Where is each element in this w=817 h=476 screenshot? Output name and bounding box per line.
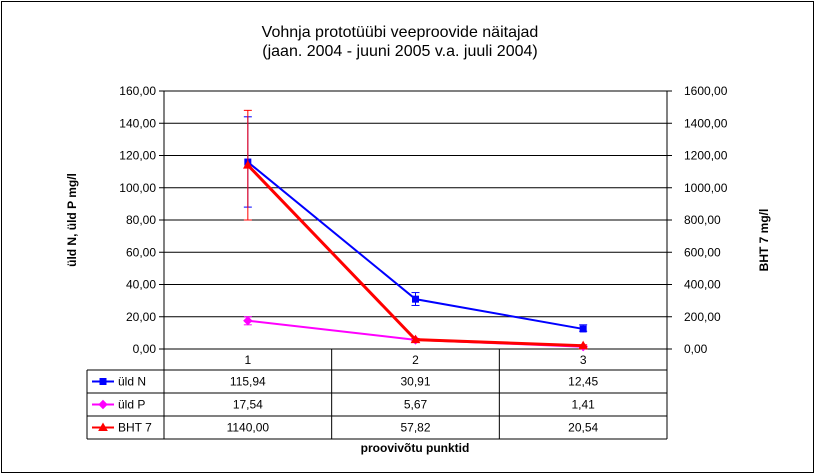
y-tick-label: 140,00 (119, 116, 156, 130)
data-point (412, 295, 419, 303)
legend-series-name: BHT 7 (118, 421, 152, 435)
x-tick-label: 2 (412, 353, 419, 367)
y-tick-label: 20,00 (126, 310, 156, 324)
plot-area: 0,00 0,00 20,00 200,00 40,00 400,00 60,00 600,0… (119, 84, 727, 356)
data-point (242, 160, 253, 169)
table-value: 12,45 (568, 375, 598, 389)
legend-series-name: üld N (118, 375, 146, 389)
chart-title: Vohnja prototüübi veeproovide näitajad (262, 24, 539, 41)
table-value: 30,91 (400, 375, 430, 389)
data-point (410, 334, 421, 344)
chart-subtitle: (jaan. 2004 - juuni 2005 v.a. juuli 2004… (262, 43, 537, 60)
data-point (578, 340, 589, 350)
y2-tick-label: 1200,00 (684, 149, 728, 163)
y2-tick-label: 0,00 (684, 342, 708, 356)
y-tick-label: 0,00 (133, 342, 157, 356)
y2-tick-label: 1000,00 (684, 181, 728, 195)
y-tick-label: 80,00 (126, 213, 156, 227)
y2-tick-label: 600,00 (684, 245, 721, 259)
y-tick-label: 160,00 (119, 84, 156, 98)
y2-tick-label: 1600,00 (684, 84, 728, 98)
y-tick-label: 60,00 (126, 245, 156, 259)
legend-series-name: üld P (118, 398, 145, 412)
legend-marker (98, 399, 108, 410)
data-point (243, 316, 253, 326)
y-tick-label: 100,00 (119, 181, 156, 195)
table-value: 57,82 (400, 421, 430, 435)
y-tick-label: 40,00 (126, 278, 156, 292)
table-value: 17,54 (233, 398, 263, 412)
table-value: 115,94 (230, 375, 266, 389)
table-value: 1,41 (571, 398, 595, 412)
x-axis-label: proovivõtu punktid (361, 441, 470, 455)
table-value: 1140,00 (227, 421, 270, 435)
data-point (579, 325, 587, 333)
table-value: 20,54 (568, 421, 598, 435)
series-line-2 (246, 164, 584, 348)
legend-marker (98, 422, 108, 431)
table-value: 5,67 (404, 398, 428, 412)
x-tick-label: 1 (244, 353, 251, 367)
x-tick-label: 3 (580, 353, 587, 367)
y2-tick-label: 800,00 (684, 213, 721, 227)
y2-tick-label: 200,00 (684, 310, 721, 324)
legend-marker (99, 378, 107, 385)
y-tick-label: 120,00 (119, 149, 156, 163)
y-axis-label: üld N, üld P mg/l (65, 173, 79, 267)
y2-tick-label: 1400,00 (684, 116, 728, 130)
y2-tick-label: 400,00 (684, 278, 721, 292)
data-table: 1 2 3 üld N 115,94 30,91 12,45 üld P 17,54 5,67 1,… (86, 349, 668, 440)
y2-axis-label: BHT 7 mg/l (757, 209, 771, 272)
